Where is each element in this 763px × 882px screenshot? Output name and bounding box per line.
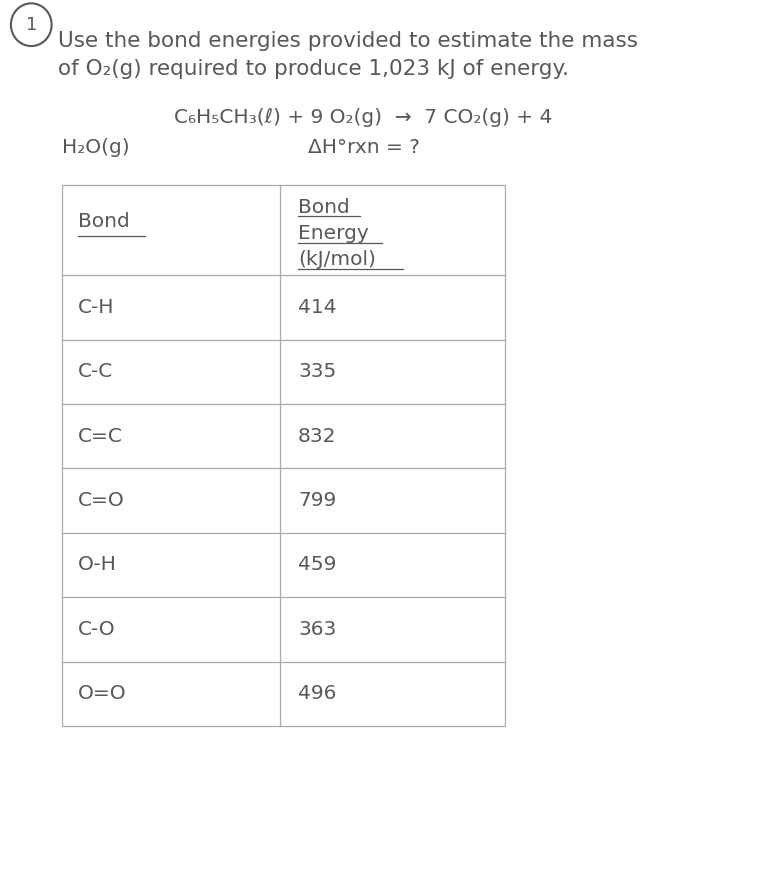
- Text: 799: 799: [298, 491, 336, 510]
- Text: O-H: O-H: [78, 556, 117, 574]
- Text: C₆H₅CH₃(ℓ) + 9 O₂(g)  →  7 CO₂(g) + 4: C₆H₅CH₃(ℓ) + 9 O₂(g) → 7 CO₂(g) + 4: [174, 108, 552, 127]
- Text: 335: 335: [298, 363, 336, 381]
- Text: C-H: C-H: [78, 298, 114, 317]
- Text: Bond: Bond: [78, 212, 130, 231]
- Text: Use the bond energies provided to estimate the mass: Use the bond energies provided to estima…: [58, 31, 638, 51]
- Bar: [62, 185, 505, 726]
- Text: of O₂(g) required to produce 1,023 kJ of energy.: of O₂(g) required to produce 1,023 kJ of…: [58, 59, 569, 79]
- Text: C=O: C=O: [78, 491, 124, 510]
- Text: 496: 496: [298, 684, 336, 703]
- Text: 414: 414: [298, 298, 336, 317]
- Text: 1: 1: [26, 16, 37, 34]
- Text: O=O: O=O: [78, 684, 127, 703]
- Text: C-C: C-C: [78, 363, 113, 381]
- Text: Energy: Energy: [298, 224, 369, 243]
- Text: 363: 363: [298, 620, 336, 639]
- Text: Bond: Bond: [298, 198, 349, 217]
- Text: 832: 832: [298, 427, 336, 445]
- Text: H₂O(g): H₂O(g): [62, 138, 130, 158]
- Text: C-O: C-O: [78, 620, 115, 639]
- Text: (kJ/mol): (kJ/mol): [298, 250, 376, 270]
- Text: ΔH°rxn = ?: ΔH°rxn = ?: [307, 138, 420, 158]
- Text: 459: 459: [298, 556, 336, 574]
- Text: C=C: C=C: [78, 427, 123, 445]
